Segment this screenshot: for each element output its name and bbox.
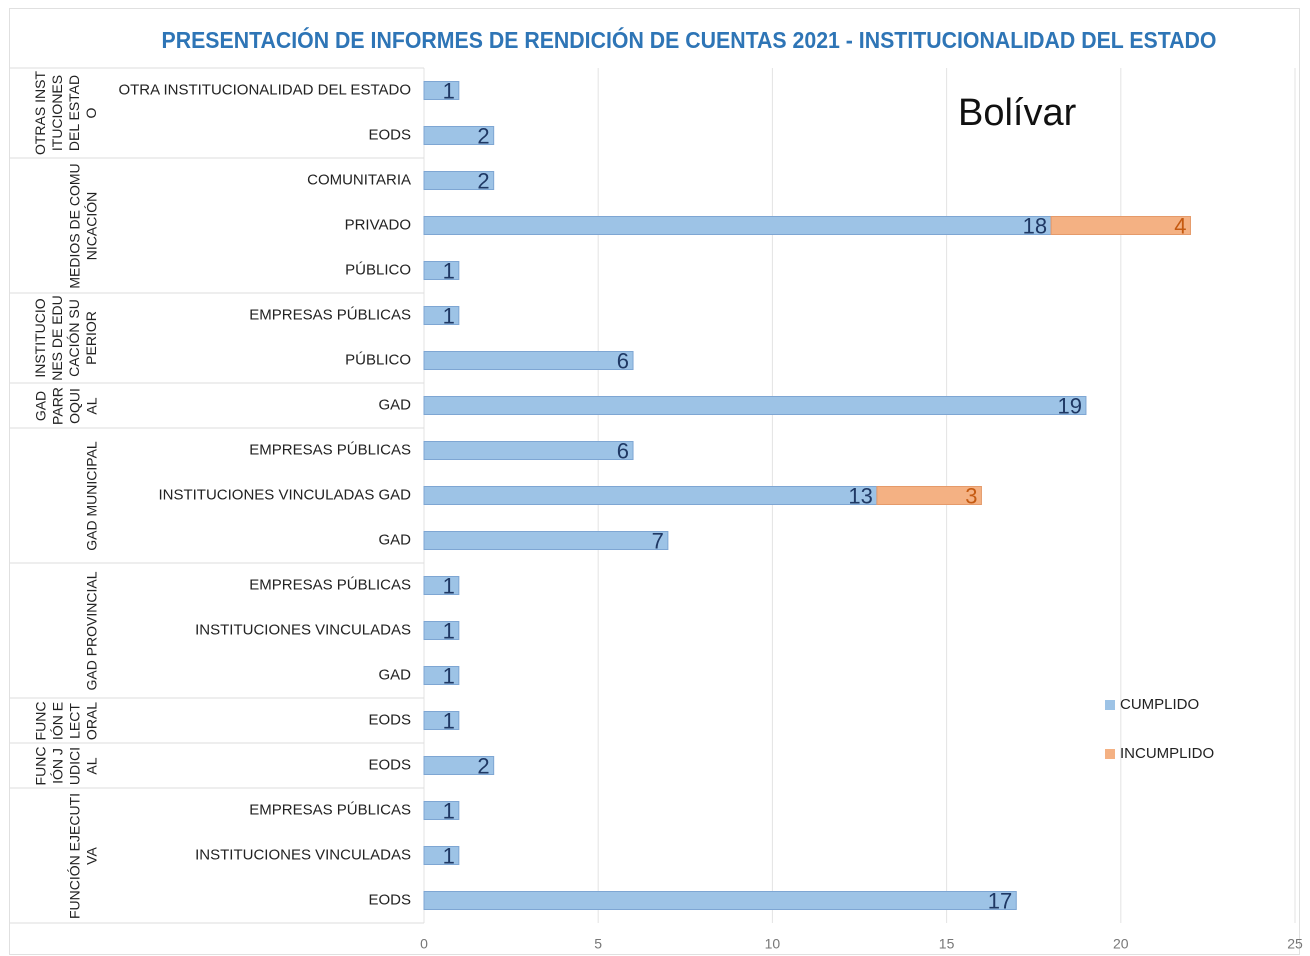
bar — [876, 486, 982, 505]
group-label: FUNCIÓN JUDICIAL — [32, 746, 99, 785]
group-label: OTRAS INSTITUCIONES DEL ESTADO — [32, 71, 99, 156]
category-label: EODS — [368, 756, 411, 773]
value-label: 1 — [443, 78, 455, 103]
chart-title: PRESENTACIÓN DE INFORMES DE RENDICIÓN DE… — [162, 26, 1217, 53]
x-tick-label: 0 — [420, 936, 428, 952]
value-label: 1 — [443, 303, 455, 328]
x-tick-label: 20 — [1113, 936, 1129, 952]
bar — [423, 891, 1017, 910]
chart-border — [9, 8, 1300, 955]
bar — [423, 621, 460, 640]
category-label: PÚBLICO — [345, 261, 411, 278]
value-label: 7 — [652, 528, 664, 553]
bar — [423, 846, 460, 865]
value-label: 1 — [443, 618, 455, 643]
category-label: GAD — [378, 666, 411, 683]
group-label: FUNCIÓN EJECUTIVA — [66, 792, 99, 919]
bar — [423, 306, 460, 325]
category-label: COMUNITARIA — [307, 171, 411, 188]
annotation: Bolívar — [958, 92, 1077, 134]
category-label: EODS — [368, 711, 411, 728]
bar — [423, 126, 495, 145]
category-label: EMPRESAS PÚBLICAS — [249, 441, 411, 458]
bar — [423, 531, 669, 550]
group-label: FUNCIÓN ELECTORAL — [32, 701, 99, 740]
value-label: 1 — [443, 843, 455, 868]
bar — [423, 441, 634, 460]
bar — [423, 711, 460, 730]
value-label: 1 — [443, 663, 455, 688]
bar — [423, 351, 634, 370]
category-label: GAD — [378, 396, 411, 413]
bar — [423, 576, 460, 595]
value-label: 13 — [848, 483, 872, 508]
bar — [423, 216, 1052, 235]
legend-label: INCUMPLIDO — [1120, 745, 1214, 762]
bar — [423, 666, 460, 685]
value-label: 6 — [617, 348, 629, 373]
bar — [423, 486, 878, 505]
category-label: EMPRESAS PÚBLICAS — [249, 801, 411, 818]
value-label: 4 — [1174, 213, 1186, 238]
bar — [423, 756, 495, 775]
legend-swatch — [1105, 700, 1115, 710]
value-label: 1 — [443, 258, 455, 283]
group-label: GAD PROVINCIAL — [83, 570, 99, 691]
x-tick-label: 25 — [1287, 936, 1303, 952]
category-label: INSTITUCIONES VINCULADAS GAD — [158, 486, 411, 503]
value-label: 18 — [1023, 213, 1047, 238]
category-label: PÚBLICO — [345, 351, 411, 368]
value-label: 2 — [477, 753, 489, 778]
value-label: 19 — [1057, 393, 1081, 418]
x-tick-label: 10 — [765, 936, 781, 952]
x-tick-label: 5 — [594, 936, 602, 952]
group-label: GAD MUNICIPAL — [83, 440, 99, 551]
category-label: INSTITUCIONES VINCULADAS — [195, 846, 411, 863]
bar — [1050, 216, 1191, 235]
category-label: EODS — [368, 891, 411, 908]
category-label: EMPRESAS PÚBLICAS — [249, 306, 411, 323]
value-label: 3 — [965, 483, 977, 508]
bar — [423, 81, 460, 100]
category-label: OTRA INSTITUCIONALIDAD DEL ESTADO — [118, 81, 411, 98]
group-label: INSTITUCIONES DE EDUCACIÓN SUPERIOR — [32, 295, 99, 381]
category-label: INSTITUCIONES VINCULADAS — [195, 621, 411, 638]
value-label: 2 — [477, 123, 489, 148]
value-label: 2 — [477, 168, 489, 193]
group-label: MEDIOS DE COMUNICACIÓN — [66, 162, 99, 289]
value-label: 1 — [443, 573, 455, 598]
bar — [423, 396, 1087, 415]
group-label: GAD PARROQUIAL — [32, 386, 99, 425]
x-tick-label: 15 — [939, 936, 955, 952]
value-label: 6 — [617, 438, 629, 463]
value-label: 1 — [443, 708, 455, 733]
bar — [423, 261, 460, 280]
bar — [423, 171, 495, 190]
value-label: 1 — [443, 798, 455, 823]
legend-label: CUMPLIDO — [1120, 696, 1199, 713]
value-label: 17 — [988, 888, 1012, 913]
category-label: PRIVADO — [345, 216, 411, 233]
category-label: GAD — [378, 531, 411, 548]
bar — [423, 801, 460, 820]
category-label: EODS — [368, 126, 411, 143]
category-label: EMPRESAS PÚBLICAS — [249, 576, 411, 593]
legend-swatch — [1105, 749, 1115, 759]
